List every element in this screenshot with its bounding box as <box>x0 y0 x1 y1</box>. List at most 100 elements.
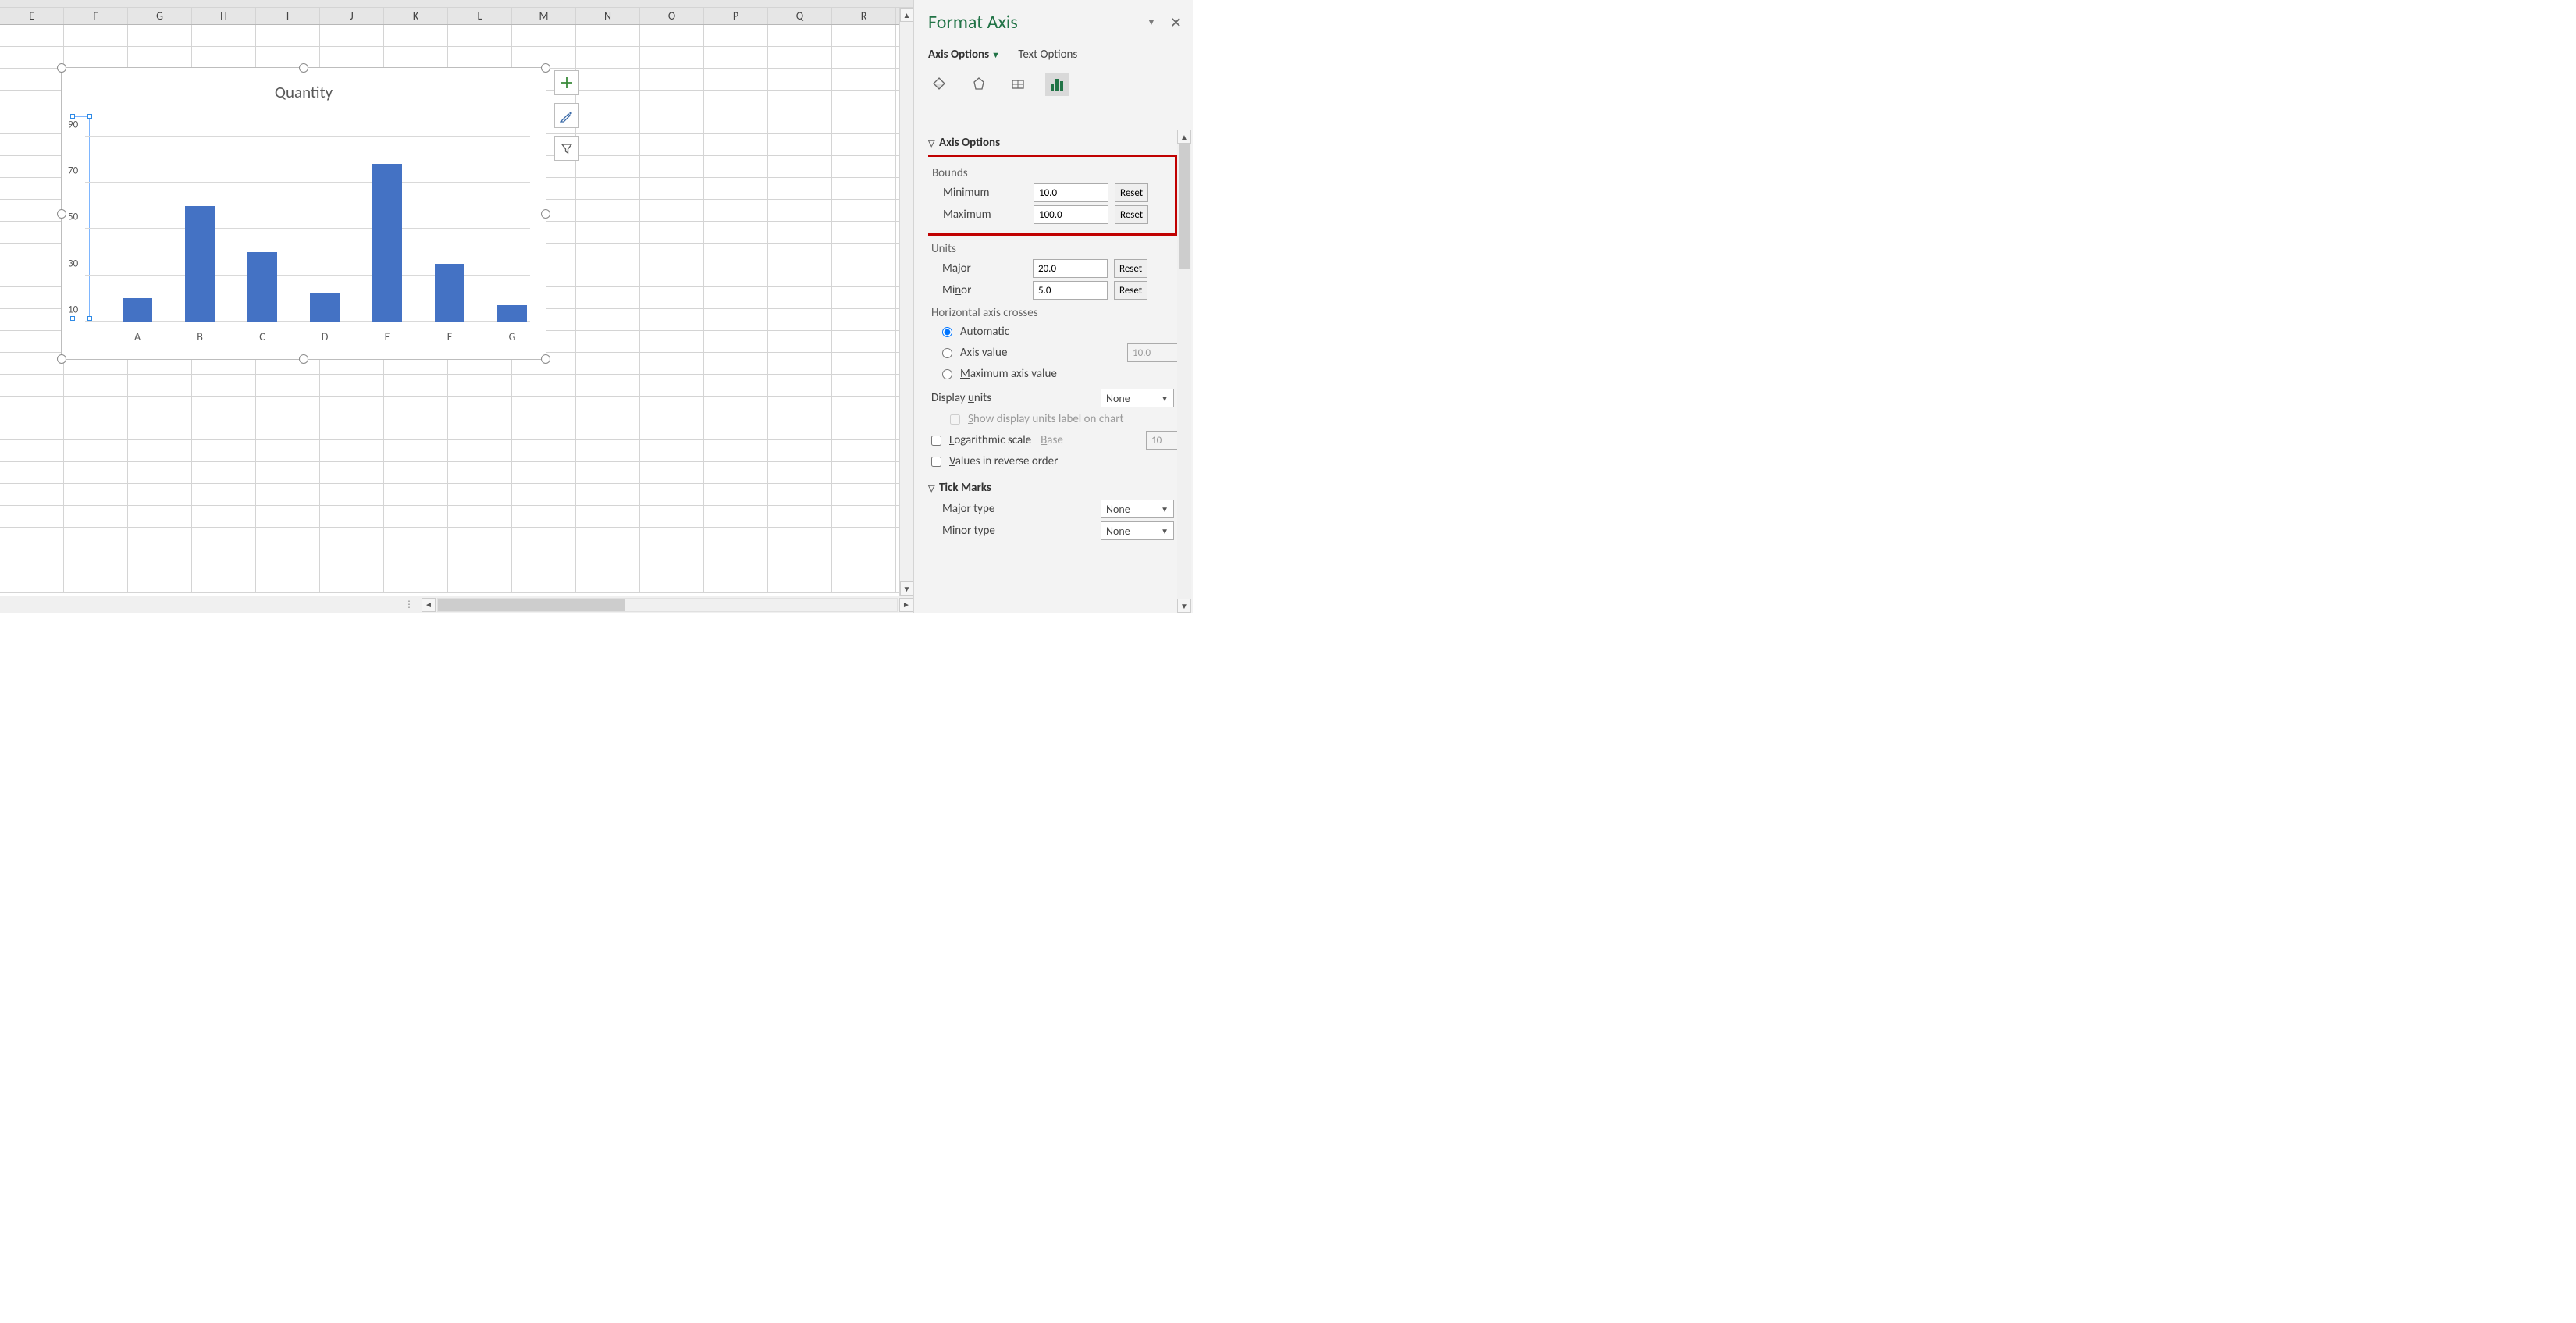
cell[interactable] <box>64 25 128 46</box>
cell[interactable] <box>192 484 256 505</box>
cell[interactable] <box>0 112 64 133</box>
bar[interactable] <box>435 264 464 322</box>
cell[interactable] <box>576 156 640 177</box>
cell[interactable] <box>576 375 640 396</box>
cell[interactable] <box>832 418 896 439</box>
cell[interactable] <box>704 69 768 90</box>
cell[interactable] <box>768 134 832 155</box>
column-header[interactable]: J <box>320 8 384 24</box>
cell[interactable] <box>0 47 64 68</box>
cell[interactable] <box>320 571 384 592</box>
cell[interactable] <box>768 418 832 439</box>
cell[interactable] <box>768 112 832 133</box>
cell[interactable] <box>832 397 896 418</box>
column-headers[interactable]: EFGHIJKLMNOPQR <box>0 8 913 25</box>
cell[interactable] <box>768 69 832 90</box>
cell[interactable] <box>768 265 832 286</box>
split-gripper[interactable]: ⋮ <box>0 599 422 610</box>
cell[interactable] <box>640 178 704 199</box>
tab-axis-options[interactable]: Axis Options▼ <box>928 48 1000 62</box>
cell[interactable] <box>0 244 64 265</box>
scroll-down-arrow[interactable]: ▼ <box>900 581 913 596</box>
cell[interactable] <box>64 549 128 571</box>
cell[interactable] <box>448 375 512 396</box>
cell[interactable] <box>448 484 512 505</box>
cell[interactable] <box>768 331 832 352</box>
cell[interactable] <box>640 353 704 374</box>
column-header[interactable]: M <box>512 8 576 24</box>
cell[interactable] <box>256 375 320 396</box>
cell[interactable] <box>704 418 768 439</box>
cell[interactable] <box>576 484 640 505</box>
cell[interactable] <box>64 47 128 68</box>
cell[interactable] <box>128 506 192 527</box>
cell[interactable] <box>320 528 384 549</box>
cell[interactable] <box>192 418 256 439</box>
cell[interactable] <box>640 484 704 505</box>
cell[interactable] <box>640 418 704 439</box>
cell[interactable] <box>640 397 704 418</box>
cell[interactable] <box>128 397 192 418</box>
cell[interactable] <box>384 484 448 505</box>
tick-minor-select[interactable]: None▼ <box>1101 521 1174 540</box>
cell[interactable] <box>640 244 704 265</box>
cell[interactable] <box>64 528 128 549</box>
cell[interactable] <box>640 528 704 549</box>
cell[interactable] <box>576 178 640 199</box>
cell[interactable] <box>512 484 576 505</box>
pane-options-dropdown[interactable]: ▼ <box>1147 16 1156 28</box>
cell[interactable] <box>192 549 256 571</box>
cell[interactable] <box>192 25 256 46</box>
pane-scroll-up[interactable]: ▲ <box>1177 130 1191 144</box>
cell[interactable] <box>0 440 64 461</box>
table-row[interactable] <box>0 418 913 440</box>
resize-handle[interactable] <box>541 209 550 219</box>
cell[interactable] <box>768 528 832 549</box>
cell[interactable] <box>576 222 640 243</box>
max-input[interactable] <box>1034 205 1108 224</box>
table-row[interactable] <box>0 528 913 549</box>
cell[interactable] <box>512 440 576 461</box>
resize-handle[interactable] <box>299 354 308 364</box>
cell[interactable] <box>704 200 768 221</box>
cell[interactable] <box>704 375 768 396</box>
cell[interactable] <box>576 112 640 133</box>
cell[interactable] <box>64 462 128 483</box>
cell[interactable] <box>832 265 896 286</box>
cell[interactable] <box>704 528 768 549</box>
plot-area[interactable]: 1030507090ABCDEFG <box>85 115 530 322</box>
cell[interactable] <box>704 462 768 483</box>
cell[interactable] <box>512 418 576 439</box>
column-header[interactable]: I <box>256 8 320 24</box>
cell[interactable] <box>64 484 128 505</box>
cell[interactable] <box>64 506 128 527</box>
cell[interactable] <box>832 156 896 177</box>
cell[interactable] <box>704 112 768 133</box>
cell[interactable] <box>640 156 704 177</box>
column-header[interactable]: Q <box>768 8 832 24</box>
cell[interactable] <box>0 353 64 374</box>
cell[interactable] <box>768 506 832 527</box>
cell[interactable] <box>576 549 640 571</box>
cell[interactable] <box>448 47 512 68</box>
cell[interactable] <box>832 549 896 571</box>
cell[interactable] <box>384 375 448 396</box>
cell[interactable] <box>768 287 832 308</box>
cell[interactable] <box>768 25 832 46</box>
cell[interactable] <box>256 462 320 483</box>
scroll-right-arrow[interactable]: ► <box>899 598 913 612</box>
pane-close-button[interactable]: ✕ <box>1170 14 1182 31</box>
cell[interactable] <box>640 222 704 243</box>
cell[interactable] <box>640 47 704 68</box>
cell[interactable] <box>704 222 768 243</box>
cell[interactable] <box>448 440 512 461</box>
cell[interactable] <box>768 353 832 374</box>
bar[interactable] <box>310 293 340 322</box>
cell[interactable] <box>832 462 896 483</box>
cell[interactable] <box>0 25 64 46</box>
cell[interactable] <box>320 506 384 527</box>
table-row[interactable] <box>0 484 913 506</box>
cell[interactable] <box>0 462 64 483</box>
cell[interactable] <box>768 484 832 505</box>
cell[interactable] <box>640 25 704 46</box>
